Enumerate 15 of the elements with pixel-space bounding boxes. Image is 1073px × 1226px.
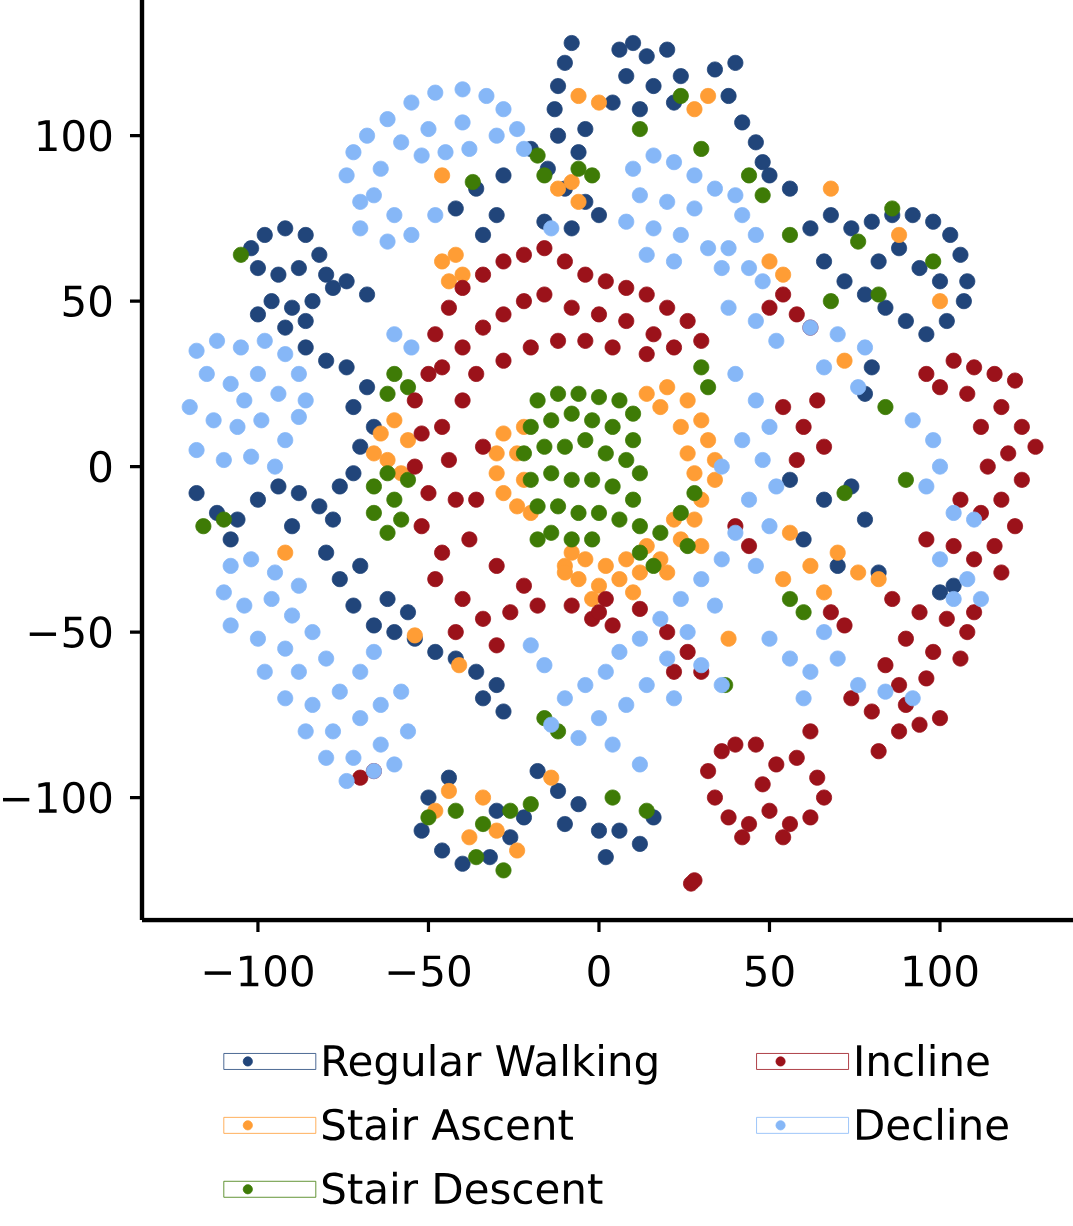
x-tick-label: 0: [588, 955, 610, 987]
legend-label: Incline: [857, 1044, 989, 1077]
y-tick-label: −100: [3, 781, 112, 814]
legend-label: Stair Ascent: [322, 1107, 573, 1141]
legend-label: Decline: [857, 1107, 1008, 1141]
y-tick-label: 100: [38, 119, 112, 152]
legend-label: Regular Walking: [324, 1044, 657, 1085]
x-tick-label: 50: [746, 955, 794, 987]
y-tick-label: 50: [63, 285, 112, 318]
x-tick-label: −100: [204, 955, 313, 987]
y-tick-label: −50: [29, 616, 112, 648]
x-tick-label: −50: [388, 955, 470, 987]
legend-label: Stair Descent: [322, 1171, 603, 1205]
y-tick-label: 0: [89, 450, 112, 483]
x-tick-label: 100: [904, 955, 978, 987]
